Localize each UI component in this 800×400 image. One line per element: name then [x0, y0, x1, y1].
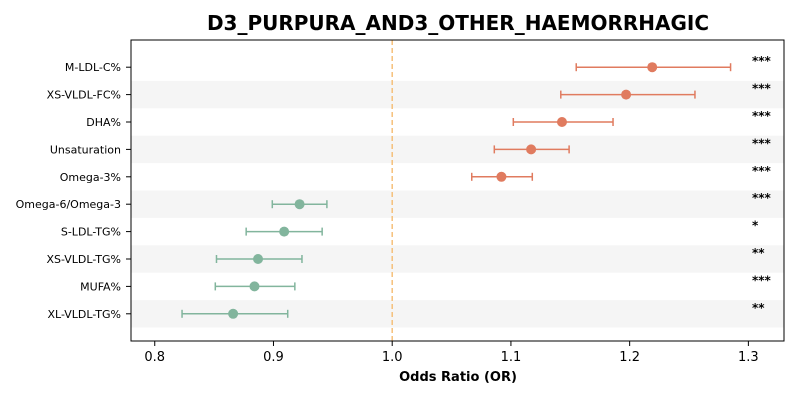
- category-label: Omega-6/Omega-3: [16, 198, 121, 211]
- plot-frame: [130, 39, 785, 342]
- significance-label: ***: [752, 164, 772, 178]
- or-point: [496, 171, 507, 182]
- category-label: MUFA%: [80, 280, 121, 293]
- category-label: Omega-3%: [60, 171, 121, 184]
- or-point: [621, 89, 632, 100]
- significance-label: ***: [752, 273, 772, 287]
- x-tick-label: 1.3: [738, 350, 759, 365]
- row-stripe: [131, 190, 784, 218]
- x-tick-label: 1.1: [501, 350, 522, 365]
- category-label: DHA%: [86, 116, 121, 129]
- or-point: [249, 281, 260, 292]
- significance-label: *: [752, 219, 759, 233]
- or-point: [294, 199, 305, 210]
- significance-label: ***: [752, 54, 772, 68]
- x-tick-label: 0.9: [263, 350, 284, 365]
- significance-label: ***: [752, 82, 772, 96]
- category-label: XL-VLDL-TG%: [47, 308, 121, 321]
- x-tick-label: 1.0: [382, 350, 403, 365]
- category-label: XS-VLDL-FC%: [47, 89, 121, 102]
- or-point: [253, 254, 264, 264]
- x-axis-label: Odds Ratio (OR): [399, 370, 517, 385]
- category-label: Unsaturation: [50, 143, 121, 156]
- plot-area: 0.8 0.9 1.0 1.1 1.2 1.3M-LDL-C% ***XS-VLDL-FC%…: [16, 39, 785, 365]
- category-label: XS-VLDL-TG%: [46, 253, 121, 266]
- significance-label: ***: [752, 136, 772, 150]
- or-point: [526, 144, 537, 155]
- row-stripe: [131, 135, 784, 164]
- x-tick-label: 1.2: [619, 350, 640, 365]
- or-point: [228, 308, 239, 319]
- chart-title: D3_PURPURA_AND3_OTHER_HAEMORRHAGIC: [207, 11, 709, 35]
- category-label: M-LDL-C%: [65, 61, 121, 74]
- or-point: [279, 226, 290, 237]
- significance-label: ***: [752, 191, 772, 205]
- category-label: S-LDL-TG%: [61, 226, 121, 239]
- significance-label: **: [752, 246, 765, 260]
- or-point: [647, 62, 658, 73]
- significance-label: ***: [752, 109, 772, 123]
- significance-label: **: [752, 301, 765, 315]
- or-point: [556, 117, 567, 127]
- x-tick-label: 0.8: [144, 350, 165, 365]
